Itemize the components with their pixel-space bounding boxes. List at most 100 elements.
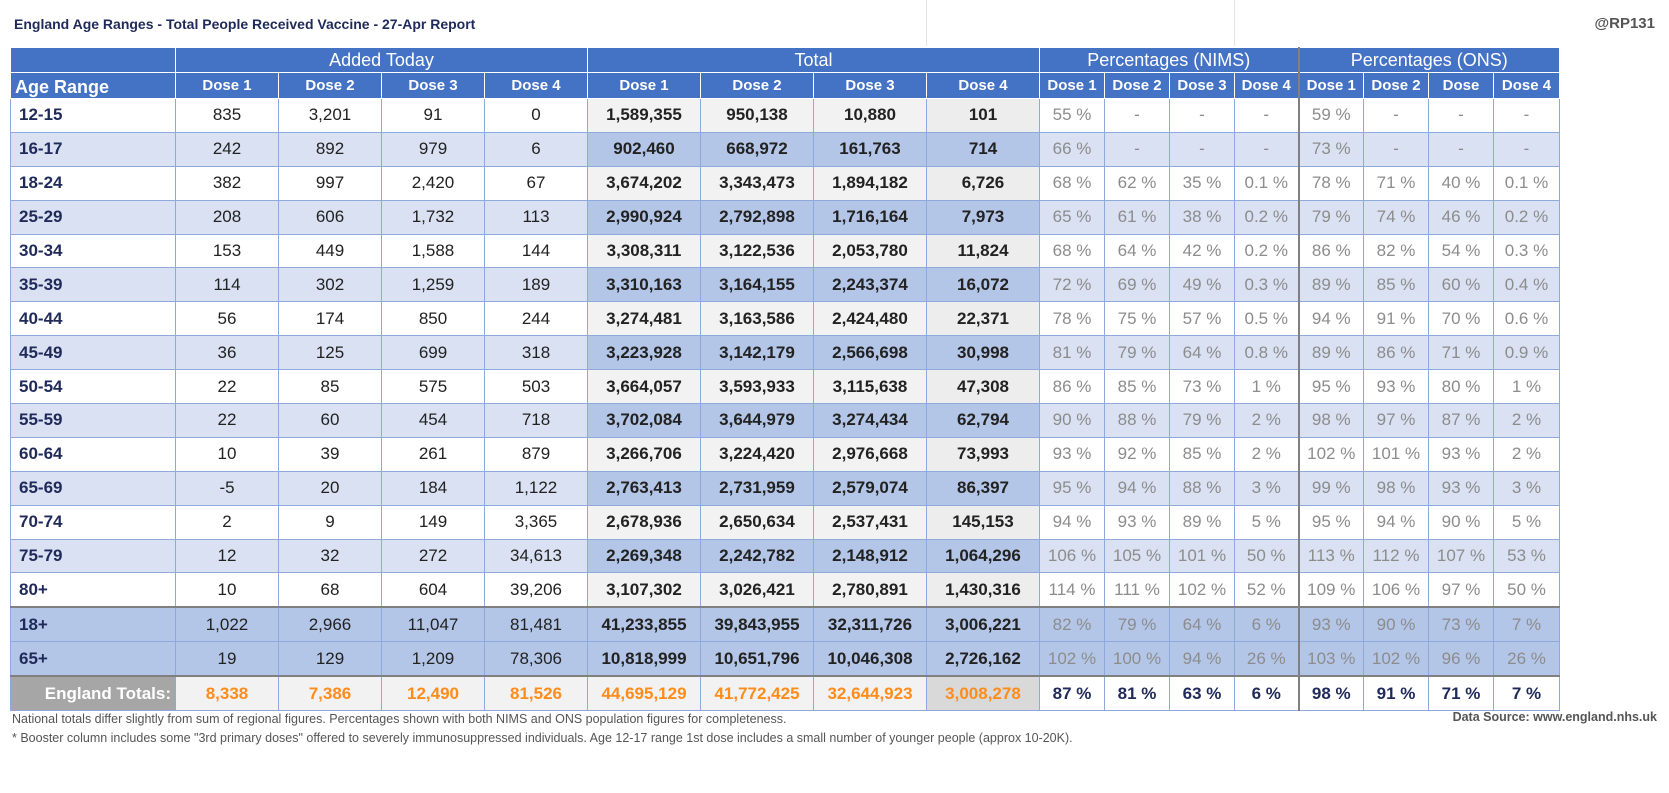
pct-nims-cell: 75 % bbox=[1104, 301, 1170, 337]
pct-ons-cell: 90 % bbox=[1428, 504, 1494, 540]
pct-nims-cell: 106 % bbox=[1039, 538, 1105, 574]
total-cell: 3,026,421 bbox=[700, 572, 814, 608]
age-range-cell: 35-39 bbox=[10, 267, 176, 303]
dose-column-header: Dose 4 bbox=[926, 72, 1040, 99]
age-range-cell: 16-17 bbox=[10, 131, 176, 167]
added-today-cell: 699 bbox=[381, 335, 485, 371]
total-cell: 2,053,780 bbox=[813, 233, 927, 269]
pct-nims-cell: - bbox=[1169, 98, 1235, 133]
report-title: England Age Ranges - Total People Receiv… bbox=[14, 16, 476, 32]
pct-ons-cell: 0.4 % bbox=[1493, 267, 1560, 303]
pct-ons-cell: 106 % bbox=[1363, 572, 1429, 608]
total-cell: 3,006,221 bbox=[926, 606, 1040, 643]
age-range-cell: 18+ bbox=[10, 606, 176, 643]
dose-column-header: Dose 4 bbox=[1493, 72, 1560, 99]
pct-ons-cell: 87 % bbox=[1428, 403, 1494, 438]
pct-nims-cell: 93 % bbox=[1104, 504, 1170, 540]
total-cell: 2,566,698 bbox=[813, 335, 927, 371]
pct-nims-cell: 79 % bbox=[1169, 403, 1235, 438]
added-today-cell: 56 bbox=[175, 301, 279, 337]
pct-nims-cell: 0.8 % bbox=[1234, 335, 1299, 371]
table-row: 65+ 19 129 1,209 78,306 10,818,999 10,651,796 1… bbox=[10, 641, 1560, 677]
total-cell: 32,311,726 bbox=[813, 606, 927, 643]
table-row: 75-79 12 32 272 34,613 2,269,348 2,242,782 2,14… bbox=[10, 538, 1560, 574]
added-today-cell: 81,481 bbox=[484, 606, 588, 643]
pct-nims-cell: 0.1 % bbox=[1234, 165, 1299, 201]
pct-nims-cell: 114 % bbox=[1039, 572, 1105, 608]
added-today-cell: 208 bbox=[175, 199, 279, 235]
pct-ons-cell: 3 % bbox=[1493, 470, 1560, 506]
dose-column-header: Dose 1 bbox=[1297, 72, 1364, 99]
pct-nims-cell: 0.2 % bbox=[1234, 233, 1299, 269]
added-today-cell: 39,206 bbox=[484, 572, 588, 608]
pct-nims-cell: 2 % bbox=[1234, 403, 1299, 438]
total-cell: 3,274,481 bbox=[587, 301, 701, 337]
total-cell: 101 bbox=[926, 98, 1040, 133]
pct-ons-cell: 80 % bbox=[1428, 369, 1494, 405]
totals-pct-ons-cell: 71 % bbox=[1428, 675, 1494, 712]
total-cell: 3,644,979 bbox=[700, 403, 814, 438]
dose-column-header: Dose 2 bbox=[1104, 72, 1170, 99]
pct-nims-cell: 101 % bbox=[1169, 538, 1235, 574]
total-cell: 47,308 bbox=[926, 369, 1040, 405]
age-range-header: Age Range bbox=[10, 72, 176, 99]
added-today-cell: 879 bbox=[484, 436, 588, 472]
added-today-cell: 1,209 bbox=[381, 641, 485, 677]
total-cell: 2,537,431 bbox=[813, 504, 927, 540]
pct-nims-cell: 0.5 % bbox=[1234, 301, 1299, 337]
table-row: 55-59 22 60 454 718 3,702,084 3,644,979 3,274,4… bbox=[10, 403, 1560, 438]
totals-pct-nims-cell: 81 % bbox=[1104, 675, 1170, 712]
pct-ons-cell: 102 % bbox=[1363, 641, 1429, 677]
total-cell: 2,243,374 bbox=[813, 267, 927, 303]
pct-ons-cell: - bbox=[1363, 131, 1429, 167]
total-cell: 3,310,163 bbox=[587, 267, 701, 303]
pct-nims-cell: 62 % bbox=[1104, 165, 1170, 201]
added-today-cell: 1,122 bbox=[484, 470, 588, 506]
added-today-cell: 12 bbox=[175, 538, 279, 574]
total-cell: 73,993 bbox=[926, 436, 1040, 472]
pct-ons-cell: 93 % bbox=[1297, 606, 1364, 643]
added-today-cell: 850 bbox=[381, 301, 485, 337]
total-cell: 39,843,955 bbox=[700, 606, 814, 643]
pct-nims-cell: 42 % bbox=[1169, 233, 1235, 269]
total-cell: 3,122,536 bbox=[700, 233, 814, 269]
pct-ons-cell: 86 % bbox=[1363, 335, 1429, 371]
total-cell: 3,308,311 bbox=[587, 233, 701, 269]
totals-pct-nims-cell: 87 % bbox=[1039, 675, 1105, 712]
pct-nims-cell: - bbox=[1169, 131, 1235, 167]
pct-ons-cell: 7 % bbox=[1493, 606, 1560, 643]
pct-ons-cell: 89 % bbox=[1297, 267, 1364, 303]
table-row: 25-29 208 606 1,732 113 2,990,924 2,792,898 1,7… bbox=[10, 199, 1560, 235]
table-row: 18+ 1,022 2,966 11,047 81,481 41,233,855 39,84… bbox=[10, 606, 1560, 643]
pct-ons-cell: 74 % bbox=[1363, 199, 1429, 235]
table-row: 70-74 2 9 149 3,365 2,678,936 2,650,634 2,537,4… bbox=[10, 504, 1560, 540]
pct-nims-cell: - bbox=[1234, 98, 1299, 133]
added-today-cell: 32 bbox=[278, 538, 382, 574]
dose-column-header: Dose 4 bbox=[484, 72, 588, 99]
added-today-cell: 125 bbox=[278, 335, 382, 371]
pct-ons-cell: 113 % bbox=[1297, 538, 1364, 574]
pct-ons-cell: 53 % bbox=[1493, 538, 1560, 574]
total-cell: 2,990,924 bbox=[587, 199, 701, 235]
total-cell: 7,973 bbox=[926, 199, 1040, 235]
pct-ons-cell: 91 % bbox=[1363, 301, 1429, 337]
pct-nims-cell: 64 % bbox=[1104, 233, 1170, 269]
group-total: Total bbox=[587, 47, 1040, 73]
pct-nims-cell: 93 % bbox=[1039, 436, 1105, 472]
totals-pct-ons-cell: 7 % bbox=[1493, 675, 1560, 712]
pct-nims-cell: 0.3 % bbox=[1234, 267, 1299, 303]
total-cell: 3,164,155 bbox=[700, 267, 814, 303]
pct-ons-cell: 107 % bbox=[1428, 538, 1494, 574]
pct-ons-cell: 2 % bbox=[1493, 436, 1560, 472]
pct-ons-cell: - bbox=[1493, 131, 1560, 167]
pct-ons-cell: 85 % bbox=[1363, 267, 1429, 303]
pct-nims-cell: 57 % bbox=[1169, 301, 1235, 337]
pct-nims-cell: 72 % bbox=[1039, 267, 1105, 303]
age-range-cell: 45-49 bbox=[10, 335, 176, 371]
pct-nims-cell: - bbox=[1104, 98, 1170, 133]
pct-ons-cell: 89 % bbox=[1297, 335, 1364, 371]
added-today-cell: 22 bbox=[175, 403, 279, 438]
pct-ons-cell: 101 % bbox=[1363, 436, 1429, 472]
added-today-cell: 3,201 bbox=[278, 98, 382, 133]
total-cell: 30,998 bbox=[926, 335, 1040, 371]
